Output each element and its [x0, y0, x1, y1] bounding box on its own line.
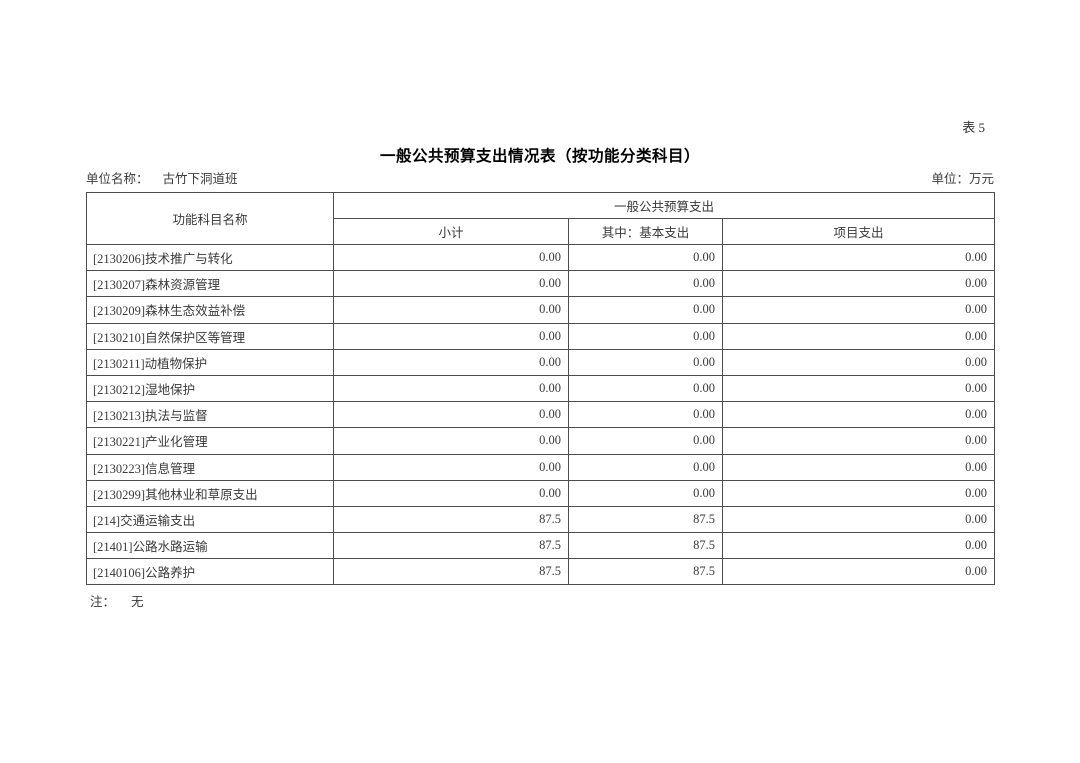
- basic-expense-cell: 0.00: [568, 374, 723, 403]
- table-row: [2130223]信息管理 0.00 0.00 0.00: [86, 453, 995, 481]
- project-expense-cell: 0.00: [722, 427, 995, 455]
- table-row: [2130210]自然保护区等管理 0.00 0.00 0.00: [86, 322, 995, 350]
- project-expense-cell: 0.00: [722, 479, 995, 507]
- subtotal-cell: 0.00: [333, 296, 569, 324]
- currency-unit-label: 单位：万元: [931, 172, 994, 186]
- table-row: [2130206]技术推广与转化 0.00 0.00 0.00: [86, 243, 995, 272]
- project-expense-cell: 0.00: [722, 322, 995, 350]
- basic-expense-cell: 0.00: [568, 427, 723, 455]
- project-expense-cell: 0.00: [722, 532, 995, 560]
- project-expense-cell: 0.00: [722, 374, 995, 403]
- header-row-group: 功能科目名称 一般公共预算支出: [86, 192, 995, 245]
- project-expense-cell: 0.00: [722, 348, 995, 376]
- project-expense-cell: 0.00: [722, 296, 995, 324]
- basic-expense-cell: 87.5: [568, 505, 723, 534]
- basic-expense-cell: 0.00: [568, 479, 723, 507]
- project-expense-cell: 0.00: [722, 558, 995, 586]
- subtotal-cell: 87.5: [333, 505, 569, 534]
- basic-expense-cell: 0.00: [568, 296, 723, 324]
- subtotal-cell: 87.5: [333, 558, 569, 586]
- header-general-budget-group: 一般公共预算支出: [333, 192, 995, 219]
- table-header: 功能科目名称 一般公共预算支出 小计 其中：基本支出 项目支出: [86, 192, 995, 245]
- basic-expense-cell: 87.5: [568, 558, 723, 586]
- header-subject-name: 功能科目名称: [86, 192, 334, 245]
- table-row: [2130209]森林生态效益补偿 0.00 0.00 0.00: [86, 296, 995, 324]
- subject-name-cell: [2130299]其他林业和草原支出: [86, 479, 334, 507]
- budget-expenditure-table: 功能科目名称 一般公共预算支出 小计 其中：基本支出 项目支出 [2130206…: [86, 192, 995, 586]
- table-row: [214]交通运输支出 87.5 87.5 0.00: [86, 505, 995, 534]
- project-expense-cell: 0.00: [722, 453, 995, 481]
- table-row: [21401]公路水路运输 87.5 87.5 0.00: [86, 532, 995, 560]
- subject-name-cell: [2130213]执法与监督: [86, 401, 334, 429]
- subtotal-cell: 0.00: [333, 322, 569, 350]
- table-row: [2130207]森林资源管理 0.00 0.00 0.00: [86, 270, 995, 298]
- subject-name-cell: [2130212]湿地保护: [86, 374, 334, 403]
- subject-name-cell: [2130211]动植物保护: [86, 348, 334, 376]
- table-row: [2130211]动植物保护 0.00 0.00 0.00: [86, 348, 995, 376]
- subject-name-cell: [2140106]公路养护: [86, 558, 334, 586]
- subject-name-cell: [2130206]技术推广与转化: [86, 243, 334, 272]
- project-expense-cell: 0.00: [722, 401, 995, 429]
- table-row: [2140106]公路养护 87.5 87.5 0.00: [86, 558, 995, 586]
- subtotal-cell: 0.00: [333, 427, 569, 455]
- table-number: 表 5: [962, 120, 985, 135]
- subtotal-cell: 0.00: [333, 374, 569, 403]
- basic-expense-cell: 0.00: [568, 270, 723, 298]
- note-value: 无: [131, 595, 144, 609]
- subtotal-cell: 0.00: [333, 270, 569, 298]
- subject-name-cell: [2130209]森林生态效益补偿: [86, 296, 334, 324]
- subtotal-cell: 87.5: [333, 532, 569, 560]
- meta-row: 单位名称： 古竹下洞道班 单位：万元: [86, 168, 994, 187]
- basic-expense-cell: 0.00: [568, 453, 723, 481]
- note-label: 注：: [90, 595, 116, 609]
- project-expense-cell: 0.00: [722, 505, 995, 534]
- subject-name-cell: [214]交通运输支出: [86, 505, 334, 534]
- subtotal-cell: 0.00: [333, 401, 569, 429]
- table-row: [2130299]其他林业和草原支出 0.00 0.00 0.00: [86, 479, 995, 507]
- table-row: [2130212]湿地保护 0.00 0.00 0.00: [86, 374, 995, 403]
- basic-expense-cell: 0.00: [568, 243, 723, 272]
- note: 注： 无: [90, 591, 144, 610]
- unit-name-label: 单位名称：: [86, 172, 149, 186]
- project-expense-cell: 0.00: [722, 243, 995, 272]
- basic-expense-cell: 0.00: [568, 401, 723, 429]
- basic-expense-cell: 87.5: [568, 532, 723, 560]
- header-row-sub: 小计 其中：基本支出 项目支出: [87, 218, 995, 245]
- header-project-expense: 项目支出: [722, 218, 995, 245]
- subject-name-cell: [21401]公路水路运输: [86, 532, 334, 560]
- subtotal-cell: 0.00: [333, 453, 569, 481]
- subject-name-cell: [2130221]产业化管理: [86, 427, 334, 455]
- basic-expense-cell: 0.00: [568, 322, 723, 350]
- subtotal-cell: 0.00: [333, 348, 569, 376]
- subject-name-cell: [2130223]信息管理: [86, 453, 334, 481]
- header-basic-expense: 其中：基本支出: [568, 218, 723, 245]
- table-row: [2130213]执法与监督 0.00 0.00 0.00: [86, 401, 995, 429]
- unit-name-value: 古竹下洞道班: [162, 172, 238, 186]
- basic-expense-cell: 0.00: [568, 348, 723, 376]
- subject-name-cell: [2130210]自然保护区等管理: [86, 322, 334, 350]
- table-row: [2130221]产业化管理 0.00 0.00 0.00: [86, 427, 995, 455]
- page-title: 一般公共预算支出情况表（按功能分类科目）: [379, 148, 700, 165]
- subject-name-cell: [2130207]森林资源管理: [86, 270, 334, 298]
- project-expense-cell: 0.00: [722, 270, 995, 298]
- subtotal-cell: 0.00: [333, 479, 569, 507]
- header-subtotal: 小计: [333, 218, 569, 245]
- unit-name: 单位名称： 古竹下洞道班: [86, 168, 238, 187]
- subtotal-cell: 0.00: [333, 243, 569, 272]
- table-body: [2130206]技术推广与转化 0.00 0.00 0.00 [2130207…: [86, 243, 995, 586]
